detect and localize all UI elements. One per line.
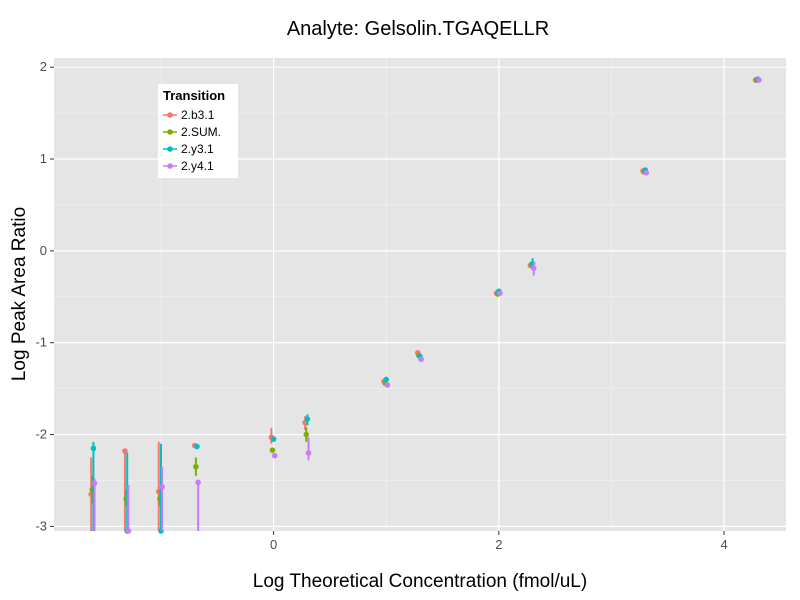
legend-title: Transition [163,88,225,103]
chart-title: Analyte: Gelsolin.TGAQELLR [287,18,549,40]
legend-item: 2.b3.1 [163,108,215,122]
legend-label: 2.y4.1 [181,159,214,173]
y-tick-label: -2 [35,427,47,442]
data-point [530,265,537,272]
data-point [194,443,200,450]
x-tick-label: 4 [720,537,727,552]
data-point [383,376,390,383]
data-point [303,431,310,438]
legend-key-point [167,129,173,135]
legend-item: 2.SUM. [163,125,221,139]
data-point [269,447,276,453]
x-tick-label: 0 [270,537,277,552]
legend-label: 2.y3.1 [181,142,214,156]
y-axis-label: Log Peak Area Ratio [9,207,30,381]
data-point [122,448,128,454]
data-point [756,77,762,83]
legend-items: 2.b3.1 2.SUM. 2.y3.1 2.y4.1 [163,108,221,173]
y-tick-label: -1 [35,335,47,350]
legend-item: 2.y3.1 [163,142,214,156]
series-layer [88,76,762,534]
legend-label: 2.b3.1 [181,108,215,122]
data-point [270,436,277,442]
data-point [90,445,97,452]
legend-label: 2.SUM. [181,125,221,139]
y-tick-label: 0 [40,243,47,258]
data-point [271,452,278,459]
y-tick-label: -3 [35,518,47,533]
data-point [384,382,391,388]
data-point [497,290,503,296]
legend: Transition 2.b3.1 2.SUM. 2.y3.1 2.y4.1 [158,84,238,178]
data-point [418,356,424,363]
legend-key-point [167,163,173,169]
legend-key-point [167,112,173,118]
data-point [195,479,201,486]
data-point [159,484,165,490]
data-point [91,480,98,487]
legend-key-point [167,146,173,152]
legend-item: 2.y4.1 [163,159,214,173]
y-axis: -3 -2 -1 0 1 2 [35,59,54,533]
data-point [304,416,311,422]
data-point [643,170,650,176]
x-axis-label: Log Theoretical Concentration (fmol/uL) [253,571,587,592]
data-point [305,450,312,456]
y-tick-label: 1 [40,151,47,166]
x-tick-label: 2 [495,537,502,552]
x-axis: 0 2 4 [270,531,728,552]
y-tick-label: 2 [40,59,47,74]
data-point [125,528,132,534]
series-2.y4.1 [91,77,762,534]
data-point [193,463,199,470]
